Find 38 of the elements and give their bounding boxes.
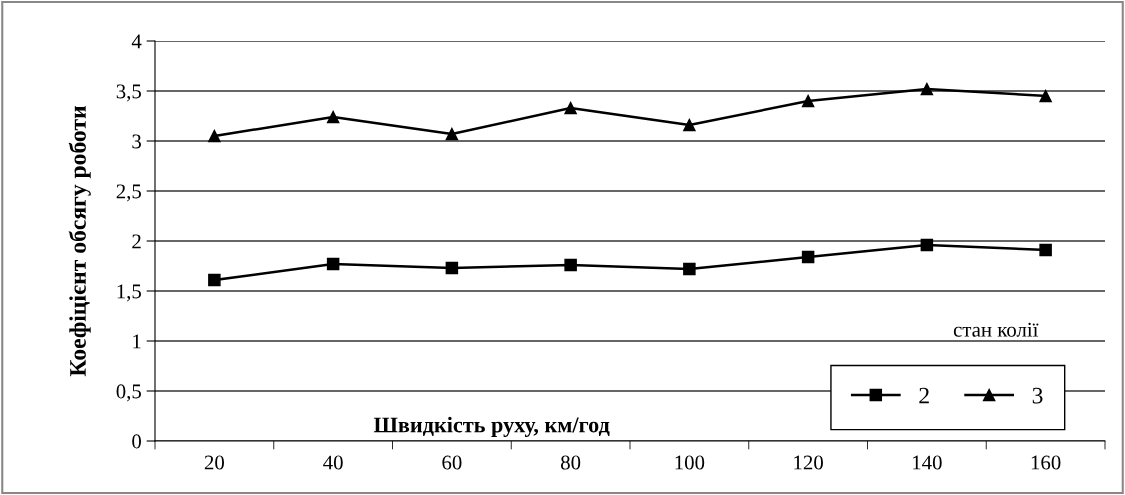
point	[208, 129, 221, 143]
point	[801, 94, 815, 108]
x-tick-label: 160	[1031, 455, 1061, 470]
y-tick-label: 3,5	[116, 84, 141, 102]
point	[564, 258, 577, 272]
point	[445, 261, 459, 275]
y-tick-label: 0,5	[116, 384, 141, 402]
point	[920, 82, 934, 96]
point	[326, 110, 340, 124]
y-tick-label: 2,5	[116, 184, 141, 202]
legend-label: 2	[919, 387, 929, 404]
y-tick-label: 3	[132, 134, 141, 149]
point	[920, 238, 934, 252]
x-axis-title: Швидкість руху, км/год	[373, 416, 610, 437]
y-tick-label: 1,5	[117, 284, 141, 302]
point	[801, 250, 815, 264]
y-tick-label: 2	[132, 234, 141, 249]
x-tick-label: 100	[675, 455, 705, 470]
legend-title: стан колії	[953, 322, 1039, 337]
point	[1039, 243, 1052, 257]
point	[564, 101, 577, 115]
x-tick-label: 40	[323, 455, 343, 470]
x-tick-label: 20	[204, 455, 224, 470]
point	[208, 273, 221, 287]
point	[683, 262, 696, 276]
legend-label: 3	[1032, 387, 1043, 404]
x-tick-label: 80	[561, 455, 581, 470]
y-tick-label: 0	[132, 434, 142, 449]
y-axis-title: Коефіцієнт обсягу роботи	[68, 105, 91, 377]
point	[326, 257, 340, 271]
point	[445, 127, 459, 141]
point	[1039, 89, 1052, 103]
x-tick-label: 60	[442, 455, 462, 470]
y-tick-label: 1	[133, 334, 141, 349]
x-tick-label: 140	[913, 455, 942, 470]
x-tick-label: 120	[794, 455, 823, 470]
point	[683, 118, 696, 132]
y-tick-label: 4	[131, 34, 142, 49]
